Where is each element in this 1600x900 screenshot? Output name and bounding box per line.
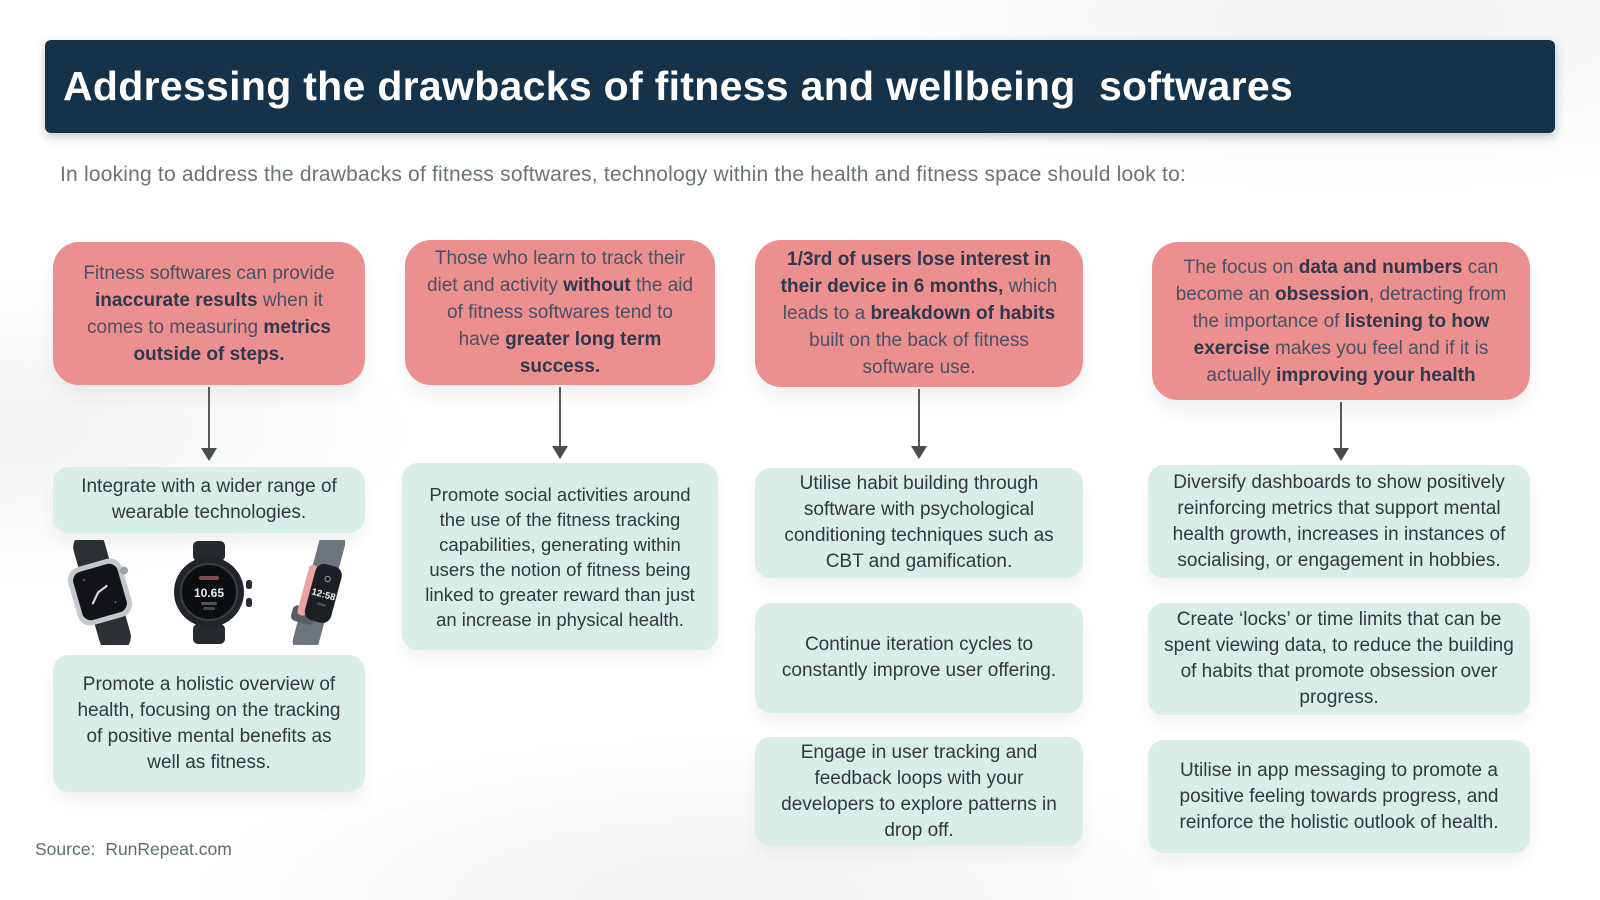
source-line: Source: RunRepeat.com [35, 839, 232, 860]
down-arrow [208, 387, 210, 449]
apple-watch-image [67, 540, 133, 645]
solution-iteration-cycles: Continue iteration cycles to constantly … [755, 603, 1083, 713]
solution-time-locks: Create ‘locks’ or time limits that can b… [1148, 603, 1530, 715]
solution-text: Utilise in app messaging to promote a po… [1179, 759, 1499, 833]
drawback-inaccurate-results: Fitness softwares can provide inaccurate… [53, 242, 365, 385]
solution-in-app-messaging: Utilise in app messaging to promote a po… [1148, 740, 1530, 853]
drawback-text: 1/3rd of users lose interest in their de… [780, 249, 1058, 378]
solution-text: Promote social activities around the use… [425, 483, 695, 630]
source-label: Source: [35, 839, 96, 859]
drawback-tracking-without-software: Those who learn to track their diet and … [405, 240, 715, 385]
solution-text: Utilise habit building through software … [784, 473, 1054, 572]
solution-text: Promote a holistic overview of health, f… [77, 673, 341, 773]
drawback-text: Those who learn to track their diet and … [426, 248, 694, 377]
solution-text: Diversify dashboards to show positively … [1172, 471, 1506, 571]
drawback-text: Fitness softwares can provide inaccurate… [83, 262, 335, 365]
solution-wearable-integration: Integrate with a wider range of wearable… [53, 467, 365, 533]
down-arrow [1340, 402, 1342, 449]
fitbit-tracker-image: 12:58 [291, 540, 346, 645]
source-value: RunRepeat.com [105, 839, 232, 859]
wearables-image-row: 10.65 12:58 [50, 540, 368, 645]
solution-social-activities: Promote social activities around the use… [402, 463, 718, 650]
page-title: Addressing the drawbacks of fitness and … [63, 63, 1294, 109]
drawback-text: The focus on data and numbers can become… [1175, 256, 1507, 386]
solution-text: Engage in user tracking and feedback loo… [781, 741, 1057, 841]
down-arrow [559, 387, 561, 447]
garmin-watch-image: 10.65 [174, 541, 252, 644]
solution-text: Integrate with a wider range of wearable… [81, 476, 337, 523]
solution-text: Continue iteration cycles to constantly … [781, 634, 1057, 681]
subtitle: In looking to address the drawbacks of f… [60, 163, 1186, 186]
solution-habit-building: Utilise habit building through software … [755, 468, 1083, 578]
down-arrow [918, 389, 920, 447]
drawback-data-obsession: The focus on data and numbers can become… [1152, 242, 1530, 400]
drawback-lose-interest: 1/3rd of users lose interest in their de… [755, 240, 1083, 387]
title-bar: Addressing the drawbacks of fitness and … [45, 40, 1555, 133]
solution-diversify-dashboards: Diversify dashboards to show positively … [1148, 465, 1530, 578]
solution-user-tracking-feedback: Engage in user tracking and feedback loo… [755, 737, 1083, 846]
solution-text: Create ‘locks’ or time limits that can b… [1164, 609, 1514, 708]
solution-holistic-overview: Promote a holistic overview of health, f… [53, 655, 365, 792]
garmin-display: 10.65 [194, 586, 224, 600]
